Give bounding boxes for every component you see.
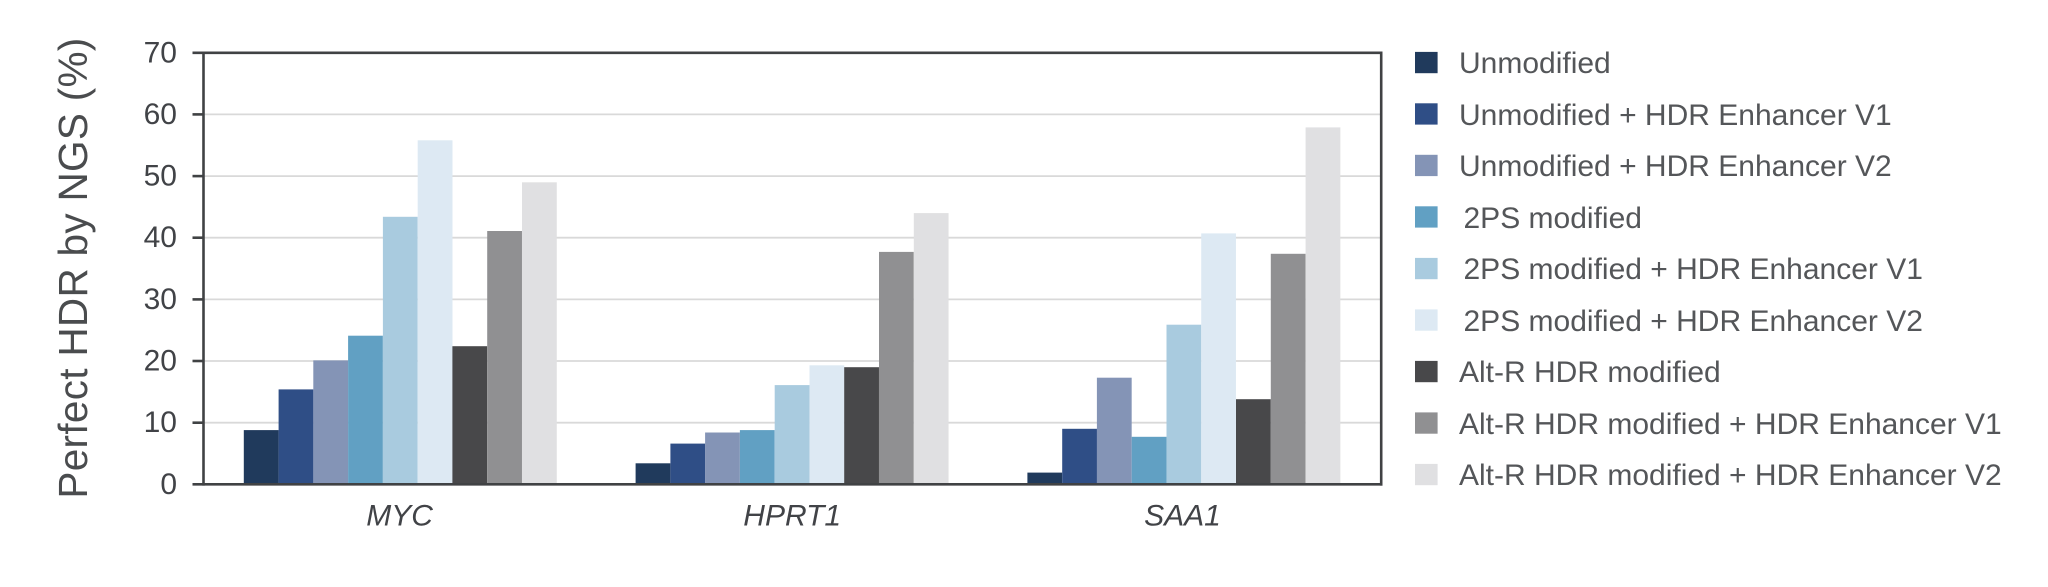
svg-text:70: 70 <box>144 36 177 69</box>
svg-text:Alt-R HDR modified + HDR Enhan: Alt-R HDR modified + HDR Enhancer V2 <box>1459 459 2002 492</box>
svg-text:60: 60 <box>144 98 177 131</box>
svg-text:Unmodified + HDR Enhancer V2: Unmodified + HDR Enhancer V2 <box>1459 150 1892 183</box>
svg-text:2PS modified + HDR Enhancer V1: 2PS modified + HDR Enhancer V1 <box>1464 253 1923 286</box>
svg-text:50: 50 <box>144 160 177 193</box>
svg-text:Perfect HDR by NGS (%): Perfect HDR by NGS (%) <box>50 37 96 498</box>
svg-text:MYC: MYC <box>366 500 433 533</box>
svg-text:Unmodified + HDR Enhancer V1: Unmodified + HDR Enhancer V1 <box>1459 99 1892 132</box>
svg-text:2PS modified: 2PS modified <box>1464 202 1642 235</box>
svg-text:2PS modified + HDR Enhancer V2: 2PS modified + HDR Enhancer V2 <box>1464 305 1923 338</box>
svg-text:20: 20 <box>144 345 177 378</box>
svg-text:Unmodified: Unmodified <box>1459 47 1611 80</box>
svg-text:40: 40 <box>144 221 177 254</box>
svg-text:0: 0 <box>160 468 177 501</box>
svg-text:SAA1: SAA1 <box>1144 500 1221 533</box>
svg-text:Alt-R HDR modified: Alt-R HDR modified <box>1459 356 1721 389</box>
svg-text:Alt-R HDR modified + HDR Enhan: Alt-R HDR modified + HDR Enhancer V1 <box>1459 408 2002 441</box>
svg-text:HPRT1: HPRT1 <box>743 500 841 533</box>
svg-text:30: 30 <box>144 283 177 316</box>
svg-text:10: 10 <box>144 406 177 439</box>
